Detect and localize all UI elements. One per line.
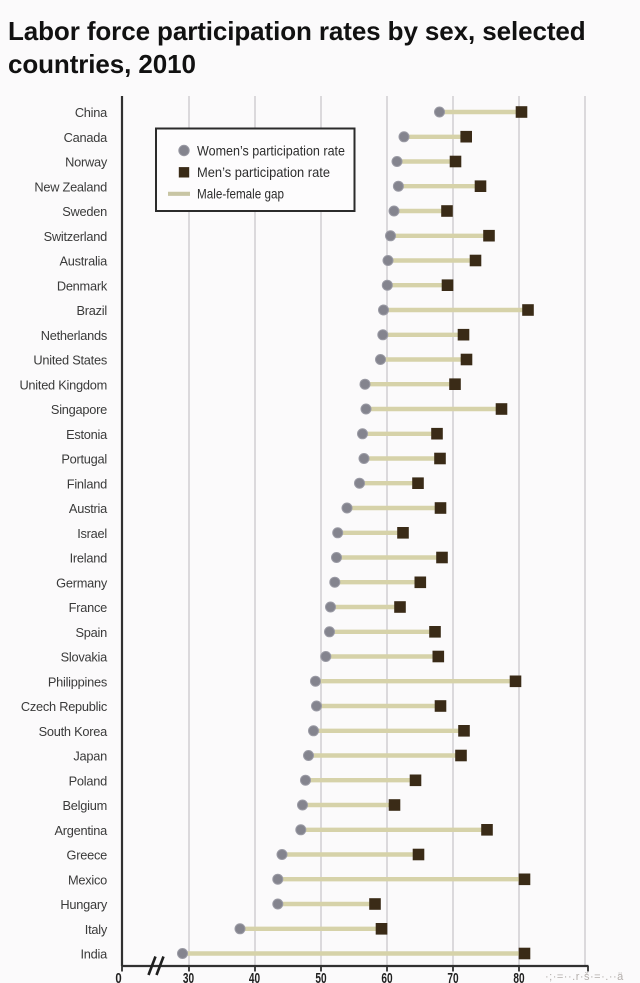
svg-text:Ireland: Ireland [70,551,108,566]
svg-text:United States: United States [33,353,107,368]
svg-text:Canada: Canada [64,130,108,145]
svg-text:Hungary: Hungary [60,897,107,912]
svg-text:Women’s participation rate: Women’s participation rate [197,143,345,158]
svg-text:Men’s participation rate: Men’s participation rate [197,165,330,180]
svg-text:·;·=··.r·š·=·.··ä: ·;·=··.r·š·=·.··ä [545,971,624,983]
svg-text:Austria: Austria [69,501,108,516]
svg-text:New Zealand: New Zealand [34,179,107,194]
svg-text:France: France [69,600,107,615]
svg-text:Slovakia: Slovakia [61,650,109,665]
svg-text:40: 40 [249,970,260,983]
svg-text:Finland: Finland [67,476,107,491]
svg-text:Norway: Norway [65,155,108,170]
svg-text:Japan: Japan [73,749,107,764]
svg-text:Italy: Italy [85,922,108,937]
svg-text:Brazil: Brazil [77,303,108,318]
svg-text:80: 80 [513,970,524,983]
svg-text:Belgium: Belgium [63,798,107,813]
svg-text:Philippines: Philippines [48,674,107,689]
svg-text:Portugal: Portugal [61,452,107,467]
svg-text:Czech Republic: Czech Republic [21,699,108,714]
svg-text:Spain: Spain [76,625,108,640]
svg-text:70: 70 [447,970,458,983]
svg-text:Sweden: Sweden [62,204,107,219]
svg-text:Australia: Australia [59,254,108,269]
svg-text:Mexico: Mexico [68,872,107,887]
svg-text:United Kingdom: United Kingdom [19,377,107,392]
svg-text:Greece: Greece [67,848,108,863]
svg-text:China: China [75,105,108,120]
svg-text:Germany: Germany [56,575,108,590]
svg-text:India: India [81,947,109,962]
svg-text:Netherlands: Netherlands [41,328,107,343]
svg-text:50: 50 [315,970,326,983]
svg-text:Poland: Poland [69,773,107,788]
svg-text:Argentina: Argentina [54,823,108,838]
svg-text:Singapore: Singapore [51,402,107,417]
svg-text:South Korea: South Korea [39,724,109,739]
svg-text:Estonia: Estonia [66,427,108,442]
svg-text:0: 0 [115,970,121,983]
svg-text:Denmark: Denmark [57,278,108,293]
svg-text:30: 30 [183,970,194,983]
svg-text:Israel: Israel [77,526,107,541]
svg-text:Male-female gap: Male-female gap [197,187,284,202]
svg-text:60: 60 [381,970,392,983]
svg-text:Switzerland: Switzerland [44,229,108,244]
